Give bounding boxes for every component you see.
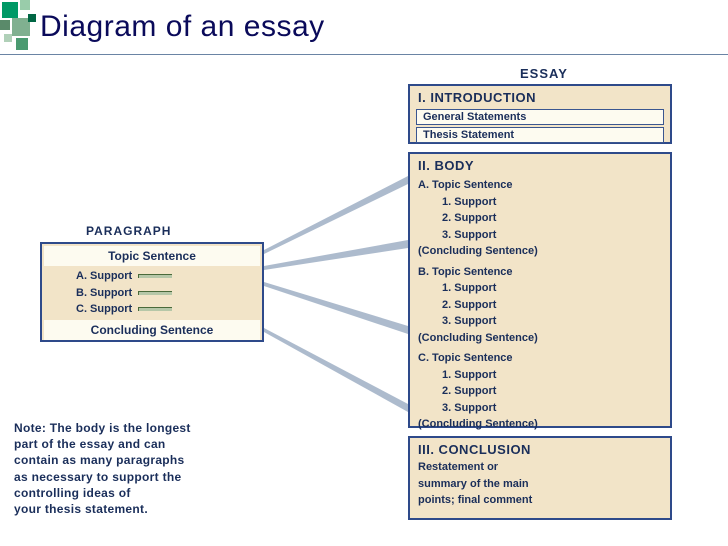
topic-sentence-label: A. Topic Sentence [410,177,670,194]
deco-square [16,38,28,50]
intro-row: General Statements [416,109,664,125]
note-line: Note: The body is the longest [14,420,191,436]
support-item: 1. Support [410,194,670,211]
body-box: II. BODY A. Topic Sentence1. Support2. S… [408,152,672,428]
conclusion-title: III. CONCLUSION [410,438,670,459]
concluding-sentence-label: (Concluding Sentence) [410,243,670,260]
topic-sentence-label: B. Topic Sentence [410,264,670,281]
para-topic: Topic Sentence [44,246,260,266]
para-support-item: A. Support [42,268,262,285]
deco-squares [0,0,40,56]
support-item: 2. Support [410,383,670,400]
concluding-sentence-label: (Concluding Sentence) [410,330,670,347]
body-topic: C. Topic Sentence1. Support2. Support3. … [410,348,670,435]
support-bar-icon [138,274,172,278]
intro-box: I. INTRODUCTION General Statements Thesi… [408,84,672,144]
body-title: II. BODY [410,154,670,175]
title-underline [0,54,728,55]
support-item: 2. Support [410,210,670,227]
support-item: 3. Support [410,227,670,244]
connector-poly [264,282,408,334]
para-support-item: C. Support [42,301,262,318]
deco-square [4,34,12,42]
note-line: your thesis statement. [14,501,191,517]
support-item: 1. Support [410,280,670,297]
connector-poly [264,328,408,412]
support-bar-icon [138,307,172,311]
conclusion-line: Restatement or [410,459,670,476]
para-support-label: A. Support [76,268,132,285]
conclusion-line: points; final comment [410,492,670,509]
note-text: Note: The body is the longestpart of the… [14,420,191,517]
note-line: controlling ideas of [14,485,191,501]
para-support-label: B. Support [76,285,132,302]
connector-poly [264,240,408,270]
para-support-item: B. Support [42,285,262,302]
paragraph-label: PARAGRAPH [86,224,171,238]
essay-label: ESSAY [520,66,568,81]
support-bar-icon [138,291,172,295]
topic-sentence-label: C. Topic Sentence [410,350,670,367]
support-item: 2. Support [410,297,670,314]
body-topic: B. Topic Sentence1. Support2. Support3. … [410,262,670,349]
support-item: 1. Support [410,367,670,384]
intro-title: I. INTRODUCTION [410,86,670,107]
paragraph-box: Topic Sentence A. SupportB. SupportC. Su… [40,242,264,342]
note-line: contain as many paragraphs [14,452,191,468]
intro-row: Thesis Statement [416,127,664,143]
para-closing: Concluding Sentence [44,320,260,340]
conclusion-box: III. CONCLUSION Restatement or summary o… [408,436,672,520]
para-support-label: C. Support [76,301,132,318]
deco-square [0,20,10,30]
page-title: Diagram of an essay [40,10,325,44]
deco-square [20,0,30,10]
note-line: part of the essay and can [14,436,191,452]
deco-square [28,14,36,22]
note-line: as necessary to support the [14,469,191,485]
support-item: 3. Support [410,313,670,330]
body-topic: A. Topic Sentence1. Support2. Support3. … [410,175,670,262]
deco-square [2,2,18,18]
connector-poly [264,176,408,254]
support-item: 3. Support [410,400,670,417]
concluding-sentence-label: (Concluding Sentence) [410,416,670,433]
conclusion-line: summary of the main [410,476,670,493]
